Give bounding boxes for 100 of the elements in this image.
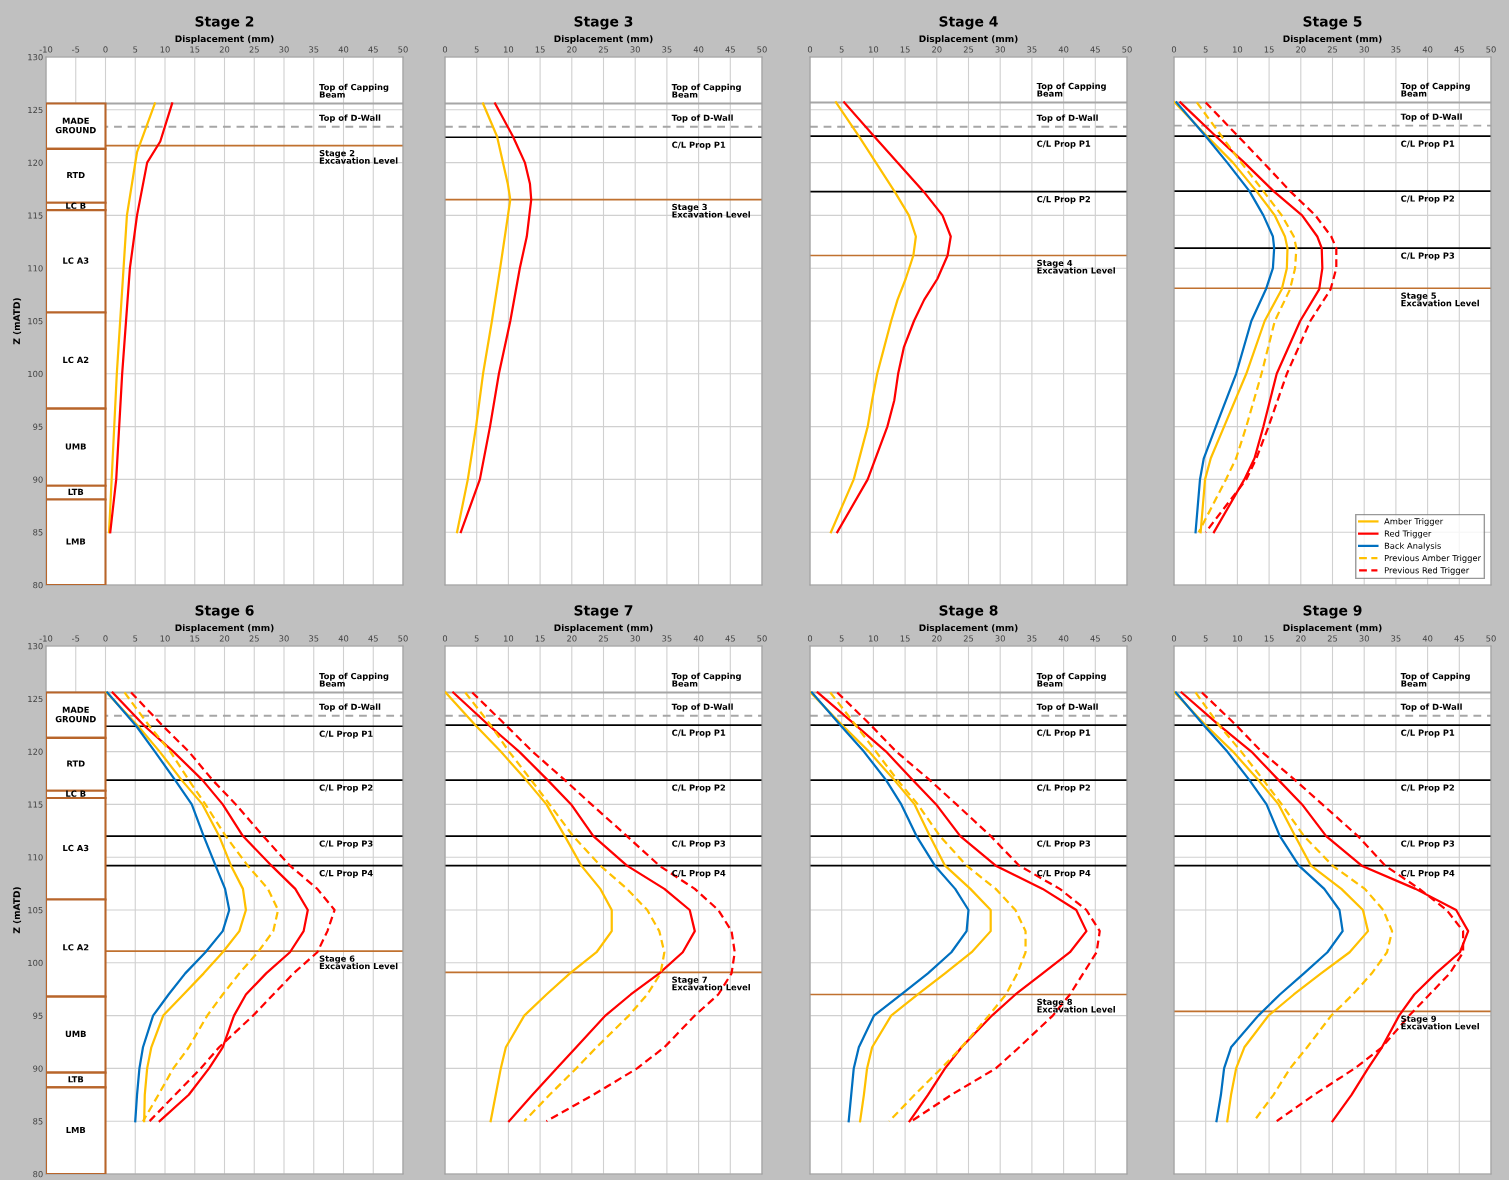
ref-line-label: C/L Prop P2 xyxy=(1401,784,1455,793)
x-tick-label: 0 xyxy=(807,635,813,642)
x-tick-label: 35 xyxy=(662,46,672,53)
y-tick-label: 110 xyxy=(28,854,43,861)
band-label: LMB xyxy=(66,538,86,545)
x-tick-label: -10 xyxy=(39,635,53,642)
x-tick-label: 35 xyxy=(1391,635,1401,642)
y-tick-label: 90 xyxy=(33,476,43,483)
x-axis-title: Displacement (mm) xyxy=(554,624,653,633)
y-tick-label: 80 xyxy=(33,581,43,589)
x-tick-label: 50 xyxy=(1122,46,1132,53)
x-tick-label: 30 xyxy=(1359,46,1369,53)
ref-line-label: Top of D-Wall xyxy=(1036,114,1098,123)
y-tick-label: 125 xyxy=(28,695,43,703)
x-axis-title: Displacement (mm) xyxy=(1283,35,1382,44)
x-tick-label: 45 xyxy=(1454,635,1464,642)
x-tick-label: 10 xyxy=(160,46,170,53)
x-tick-label: 20 xyxy=(219,635,230,642)
x-axis-title: Displacement (mm) xyxy=(1283,624,1382,633)
band-label: LTB xyxy=(68,488,84,495)
y-axis-title: Z (mATD) xyxy=(13,298,22,345)
x-tick-label: 40 xyxy=(338,46,349,53)
y-tick-label: 95 xyxy=(33,1012,43,1019)
x-tick-label: 45 xyxy=(368,635,378,642)
chart-title: Stage 6 xyxy=(195,605,254,619)
x-tick-label: 50 xyxy=(757,46,767,53)
x-tick-label: 30 xyxy=(995,46,1005,53)
x-tick-label: 20 xyxy=(567,46,577,53)
x-tick-label: 30 xyxy=(1359,635,1369,642)
x-tick-label: 25 xyxy=(598,635,609,642)
x-tick-label: 40 xyxy=(1422,635,1433,642)
legend-label: Previous Amber Trigger xyxy=(1384,554,1481,563)
ref-line-label: C/L Prop P2 xyxy=(1401,195,1455,204)
ref-line-label: Top of D-Wall xyxy=(319,114,381,123)
x-tick-label: 45 xyxy=(368,46,378,53)
ref-line-label: Top of Capping Beam xyxy=(319,672,389,687)
ref-line-label: Top of D-Wall xyxy=(671,114,733,123)
ref-line-label: C/L Prop P1 xyxy=(1401,140,1455,149)
x-tick-label: 5 xyxy=(474,46,479,53)
ref-line-label: C/L Prop P4 xyxy=(1037,869,1091,878)
ref-line-label: Top of Capping Beam xyxy=(1400,672,1470,687)
ref-line-label: Top of D-Wall xyxy=(671,703,733,712)
x-tick-label: 25 xyxy=(963,46,974,53)
x-tick-label: 35 xyxy=(1027,46,1037,53)
x-tick-label: 50 xyxy=(757,635,767,642)
x-tick-label: 15 xyxy=(535,46,545,53)
x-tick-label: 45 xyxy=(725,46,735,53)
x-tick-label: 0 xyxy=(1171,46,1177,53)
x-tick-label: 35 xyxy=(309,46,319,53)
x-tick-label: 10 xyxy=(504,635,514,642)
ref-line-label: C/L Prop P4 xyxy=(319,869,373,878)
y-tick-label: 125 xyxy=(28,106,43,114)
x-tick-label: 50 xyxy=(398,46,408,53)
y-tick-label: 100 xyxy=(28,370,43,378)
x-tick-label: 30 xyxy=(630,46,640,53)
y-tick-label: 130 xyxy=(28,642,43,650)
x-tick-label: 40 xyxy=(693,635,704,642)
ref-line-label: Stage 5 Excavation Level xyxy=(1401,292,1479,307)
x-tick-label: 45 xyxy=(725,635,735,642)
x-tick-label: 10 xyxy=(1233,635,1243,642)
ref-line-label: C/L Prop P2 xyxy=(1037,784,1091,793)
x-tick-label: 25 xyxy=(1327,46,1338,53)
x-tick-label: 5 xyxy=(133,46,138,53)
x-tick-label: 15 xyxy=(900,46,910,53)
x-tick-label: 35 xyxy=(1391,46,1401,53)
x-axis-title: Displacement (mm) xyxy=(919,35,1018,44)
ref-line-label: C/L Prop P4 xyxy=(672,869,726,878)
x-tick-label: 25 xyxy=(249,46,259,53)
x-tick-label: 50 xyxy=(1486,635,1496,642)
legend-label: Back Analysis xyxy=(1384,542,1441,551)
ref-line-label: C/L Prop P3 xyxy=(672,840,726,849)
band-label: LC A3 xyxy=(63,844,89,852)
x-tick-label: 0 xyxy=(103,46,108,53)
y-tick-label: 85 xyxy=(33,1118,43,1125)
band-label: RTD xyxy=(67,760,85,767)
x-tick-label: 15 xyxy=(190,635,200,642)
x-tick-label: 10 xyxy=(869,635,879,642)
x-tick-label: 10 xyxy=(160,635,170,642)
x-tick-label: 0 xyxy=(103,635,108,642)
chart-title: Stage 9 xyxy=(1303,605,1362,619)
ref-line-label: Stage 4 Excavation Level xyxy=(1037,259,1115,274)
ref-line-label: Top of D-Wall xyxy=(1036,703,1098,712)
x-axis-title: Displacement (mm) xyxy=(175,624,274,633)
y-tick-label: 130 xyxy=(28,53,43,61)
x-tick-label: 45 xyxy=(1090,635,1100,642)
ref-line-label: Top of D-Wall xyxy=(1400,703,1462,712)
x-tick-label: 30 xyxy=(630,635,640,642)
ref-line-label: C/L Prop P1 xyxy=(672,729,726,738)
x-tick-label: 15 xyxy=(1264,635,1274,642)
x-tick-label: 25 xyxy=(963,635,974,642)
band-label: LMB xyxy=(66,1126,86,1133)
ref-line-label: C/L Prop P3 xyxy=(319,840,373,849)
x-tick-label: 5 xyxy=(1203,635,1208,642)
ref-line-label: Top of Capping Beam xyxy=(319,83,389,98)
y-tick-label: 100 xyxy=(28,959,43,967)
band-label: LC A3 xyxy=(63,257,89,264)
band-label: LC B xyxy=(66,202,86,209)
x-tick-label: 45 xyxy=(1454,46,1464,53)
chart-title: Stage 3 xyxy=(574,16,633,30)
ref-line-label: C/L Prop P1 xyxy=(1037,729,1091,738)
